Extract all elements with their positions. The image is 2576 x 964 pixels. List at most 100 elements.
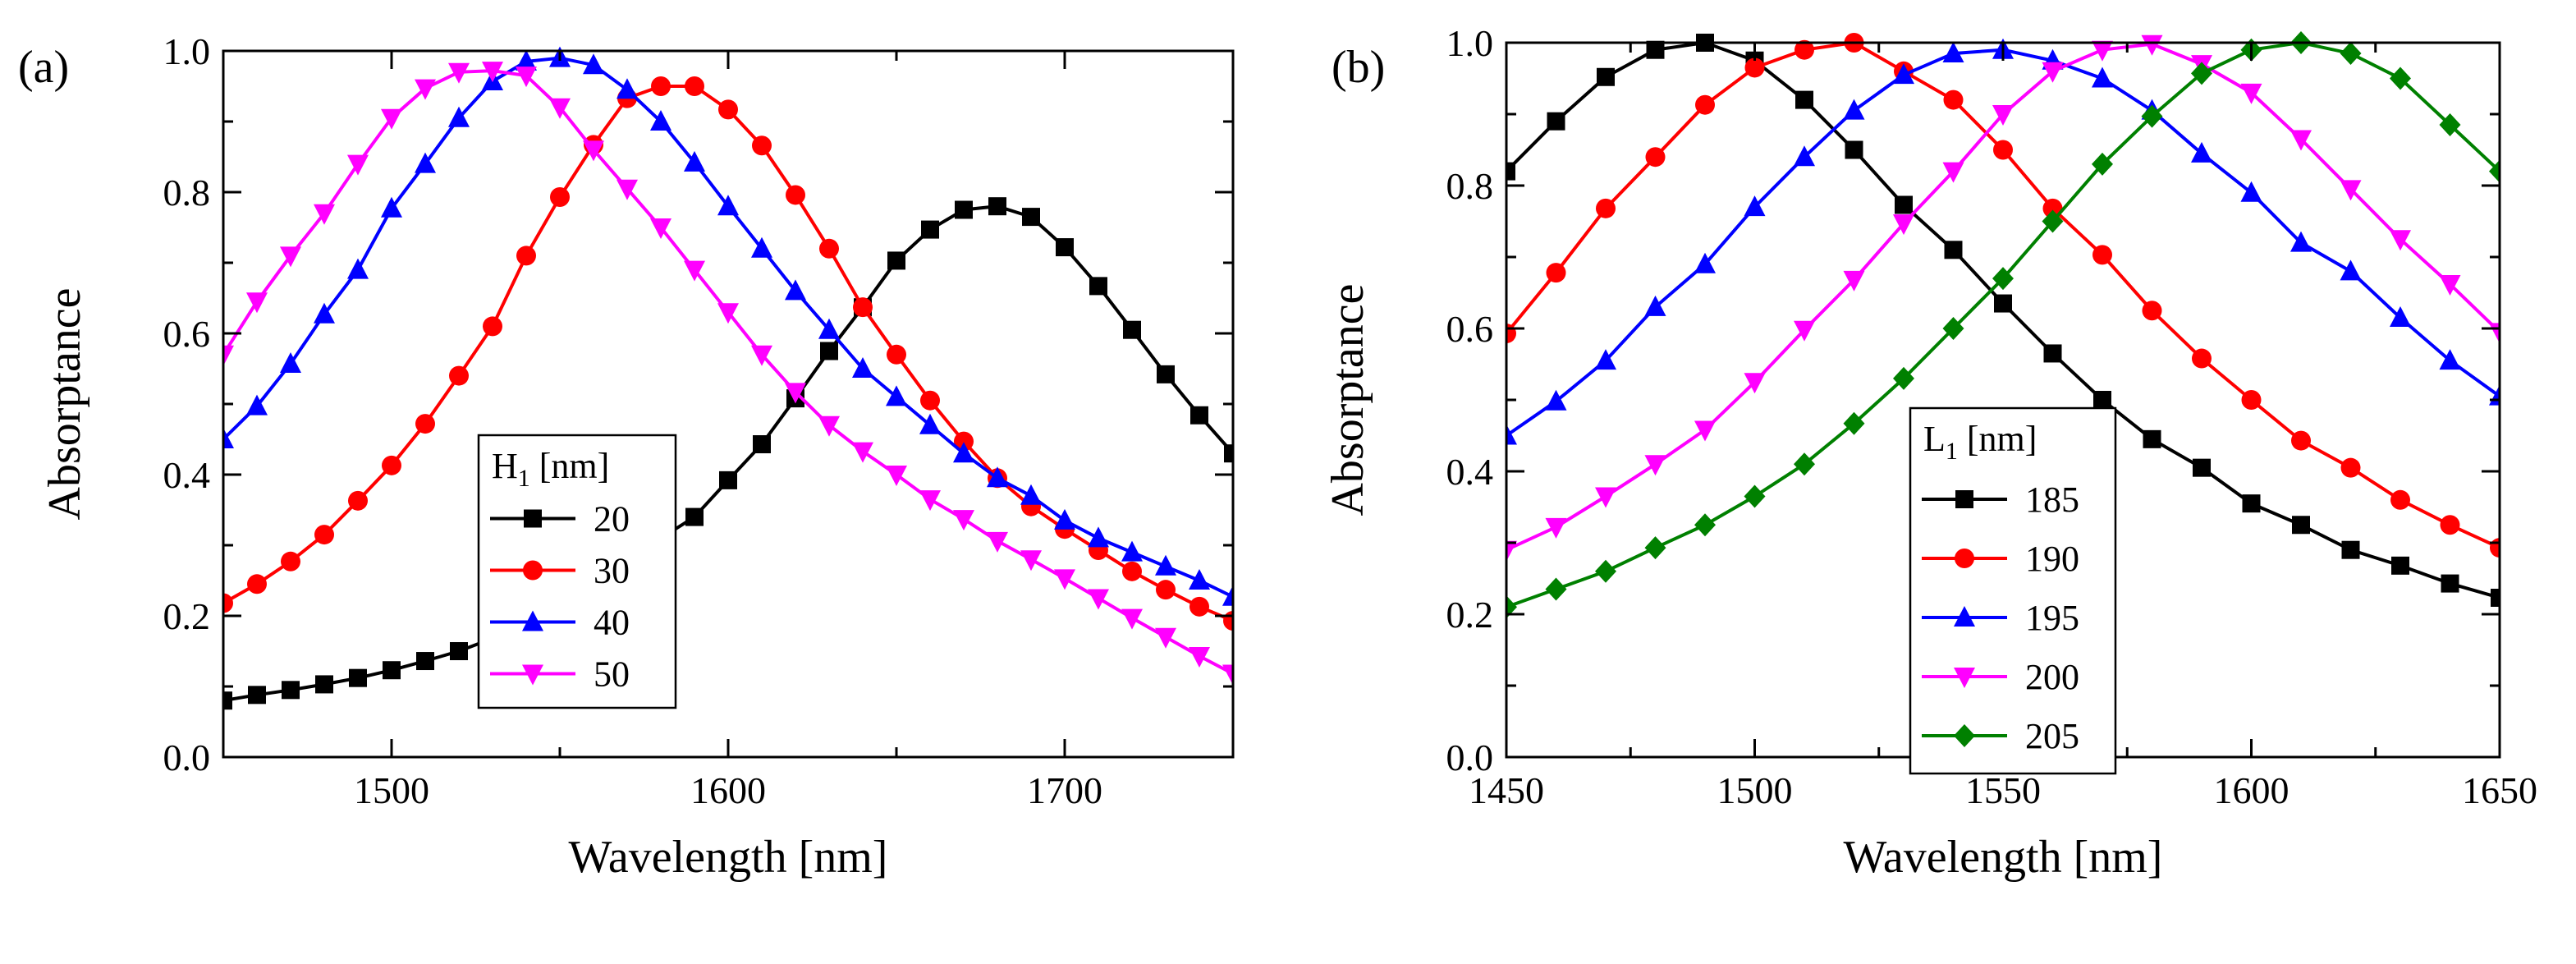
data-point-50 xyxy=(650,218,672,239)
data-point-20 xyxy=(1022,208,1040,227)
data-point-20 xyxy=(1190,406,1208,425)
legend-swatch-marker xyxy=(1955,549,1974,568)
data-point-195 xyxy=(2390,305,2411,327)
data-point-30 xyxy=(1156,580,1176,600)
data-point-205 xyxy=(1744,484,1766,508)
data-point-205 xyxy=(1843,411,1865,435)
data-point-40 xyxy=(1054,508,1075,530)
data-point-30 xyxy=(314,525,334,545)
data-point-40 xyxy=(223,428,234,448)
data-point-30 xyxy=(348,490,368,511)
data-point-200 xyxy=(2141,34,2163,56)
data-point-50 xyxy=(987,531,1008,553)
data-point-30 xyxy=(752,135,772,156)
data-point-40 xyxy=(246,394,268,415)
data-point-200 xyxy=(1744,373,1766,394)
data-point-30 xyxy=(281,551,300,572)
data-point-40 xyxy=(987,466,1008,488)
data-point-200 xyxy=(1644,455,1666,476)
data-point-40 xyxy=(751,236,772,258)
data-point-195 xyxy=(1694,252,1716,273)
legend-box xyxy=(1909,406,2117,775)
x-tick-label: 1650 xyxy=(2462,769,2537,811)
y-tick-label: 1.0 xyxy=(163,30,211,72)
data-point-195 xyxy=(1595,349,1616,370)
data-point-30 xyxy=(819,238,839,259)
data-point-205 xyxy=(2439,113,2461,137)
x-tick-label: 1550 xyxy=(1965,769,2041,811)
legend: H1 [nm] 20 30 40 50 xyxy=(477,434,677,709)
data-point-30 xyxy=(685,76,704,96)
panel-label: (b) xyxy=(1332,42,1385,93)
data-point-20 xyxy=(887,251,905,270)
data-point-190 xyxy=(2390,489,2410,510)
data-point-205 xyxy=(1545,577,1567,601)
data-point-30 xyxy=(920,390,940,411)
data-point-195 xyxy=(2439,349,2461,370)
data-point-20 xyxy=(719,471,737,489)
data-point-50 xyxy=(583,140,604,162)
data-point-190 xyxy=(2291,430,2311,451)
data-point-40 xyxy=(314,302,335,324)
data-point-30 xyxy=(853,297,873,318)
data-point-40 xyxy=(1155,554,1176,576)
data-point-20 xyxy=(248,686,266,705)
legend-swatch-marker xyxy=(522,664,543,686)
data-point-200 xyxy=(1942,162,1964,183)
data-point-50 xyxy=(314,204,335,225)
data-point-190 xyxy=(2092,245,2112,265)
y-tick-label: 0.0 xyxy=(1446,737,1494,778)
data-point-195 xyxy=(2290,231,2312,252)
data-point-205 xyxy=(1506,595,1517,619)
series-line-30 xyxy=(223,85,1233,622)
data-point-185 xyxy=(1646,40,1665,59)
data-point-50 xyxy=(1054,569,1075,590)
data-point-200 xyxy=(2042,62,2064,83)
x-tick-label: 1600 xyxy=(690,769,766,811)
data-point-20 xyxy=(1056,238,1074,257)
data-point-50 xyxy=(482,62,503,83)
x-tick-label: 1600 xyxy=(2214,769,2290,811)
data-point-20 xyxy=(988,197,1006,216)
data-point-20 xyxy=(1157,365,1175,383)
data-point-40 xyxy=(1189,569,1210,590)
data-point-205 xyxy=(1794,452,1815,476)
data-point-50 xyxy=(415,79,436,100)
legend-swatch-marker xyxy=(1955,490,1973,508)
data-point-205 xyxy=(2191,62,2212,85)
data-point-50 xyxy=(381,108,402,130)
data-point-50 xyxy=(1088,589,1109,610)
data-point-185 xyxy=(2491,588,2500,607)
data-point-20 xyxy=(282,681,300,700)
data-point-205 xyxy=(1595,559,1616,583)
legend-swatch-marker xyxy=(522,610,543,631)
legend-entry-label: 200 xyxy=(2025,657,2079,697)
y-tick-label: 0.4 xyxy=(1446,451,1494,493)
data-point-200 xyxy=(1843,270,1865,291)
data-point-50 xyxy=(785,383,806,404)
data-point-50 xyxy=(280,246,301,268)
y-tick-label: 0.2 xyxy=(1446,594,1494,636)
data-point-185 xyxy=(2441,574,2459,593)
panel-a: (a) 1500 1600 1700 0.0 0.2 0.4 0.6 0.8 1.0 Wavelen… xyxy=(18,30,1235,883)
data-point-205 xyxy=(1694,513,1716,537)
data-point-205 xyxy=(1644,536,1666,560)
data-point-20 xyxy=(1089,277,1107,296)
data-point-190 xyxy=(1943,90,1964,110)
data-point-50 xyxy=(516,67,537,88)
data-point-20 xyxy=(753,435,771,454)
data-point-195 xyxy=(1794,145,1815,167)
data-point-190 xyxy=(1993,140,2013,160)
data-point-190 xyxy=(2340,457,2361,478)
data-point-40 xyxy=(347,258,369,279)
data-point-40 xyxy=(516,49,537,71)
data-point-190 xyxy=(1695,94,1715,115)
data-point-190 xyxy=(1645,147,1666,168)
legend-title: H1 [nm] xyxy=(492,446,609,492)
y-tick-label: 0.8 xyxy=(163,172,211,213)
panel-label: (a) xyxy=(18,42,69,93)
data-point-205 xyxy=(1893,366,1914,390)
plot-frame xyxy=(222,49,1235,759)
data-point-200 xyxy=(2340,180,2362,201)
